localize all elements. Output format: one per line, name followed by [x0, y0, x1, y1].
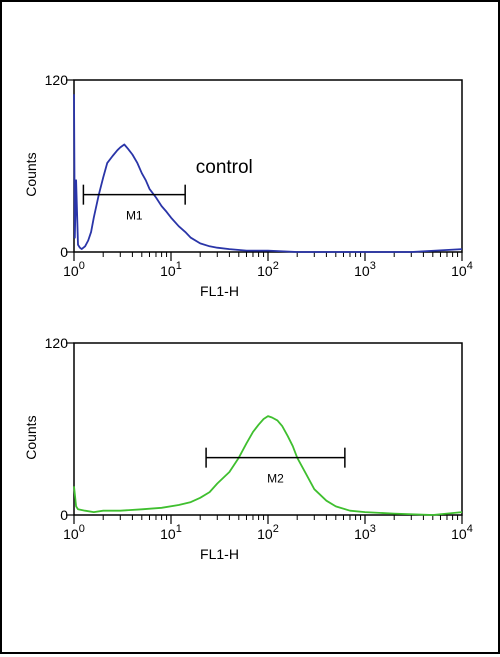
marker-label: M2 [267, 472, 284, 486]
x-tick-label: 100 [63, 260, 85, 279]
x-tick-exponent: 2 [273, 260, 279, 272]
y-tick-label: 120 [45, 72, 69, 88]
x-tick-label: 101 [160, 260, 182, 279]
plot-frame [73, 342, 463, 516]
x-tick-label: 102 [257, 523, 279, 542]
x-tick-exponent: 0 [79, 523, 85, 535]
x-tick-base: 10 [354, 526, 370, 542]
plot-frame [73, 79, 463, 253]
x-tick-exponent: 1 [176, 523, 182, 535]
histogram-series-line [73, 94, 463, 253]
x-tick-base: 10 [257, 263, 273, 279]
x-tick-base: 10 [160, 263, 176, 279]
x-tick-base: 10 [451, 526, 467, 542]
x-axis-label: FL1-H [200, 283, 239, 299]
y-tick-label: 120 [45, 335, 69, 351]
panel-annotation: control [196, 157, 253, 178]
x-tick-label: 100 [63, 523, 85, 542]
y-tick-label: 0 [60, 244, 68, 260]
marker-label: M1 [126, 209, 143, 223]
x-tick-base: 10 [63, 526, 79, 542]
x-tick-base: 10 [160, 526, 176, 542]
x-tick-label: 103 [354, 523, 376, 542]
x-axis-label: FL1-H [200, 546, 239, 562]
x-tick-exponent: 0 [79, 260, 85, 272]
x-tick-label: 102 [257, 260, 279, 279]
x-tick-label: 104 [451, 260, 473, 279]
x-tick-exponent: 4 [467, 260, 473, 272]
x-tick-exponent: 4 [467, 523, 473, 535]
x-tick-base: 10 [257, 526, 273, 542]
x-tick-exponent: 2 [273, 523, 279, 535]
histogram-series-line [73, 415, 463, 516]
x-tick-label: 104 [451, 523, 473, 542]
x-tick-base: 10 [451, 263, 467, 279]
x-tick-exponent: 3 [370, 260, 376, 272]
x-tick-base: 10 [63, 263, 79, 279]
x-tick-exponent: 3 [370, 523, 376, 535]
x-tick-base: 10 [354, 263, 370, 279]
x-tick-label: 103 [354, 260, 376, 279]
y-axis-label: Counts [23, 152, 39, 196]
x-tick-label: 101 [160, 523, 182, 542]
y-axis-label: Counts [23, 415, 39, 459]
y-tick-label: 0 [60, 507, 68, 523]
x-tick-exponent: 1 [176, 260, 182, 272]
